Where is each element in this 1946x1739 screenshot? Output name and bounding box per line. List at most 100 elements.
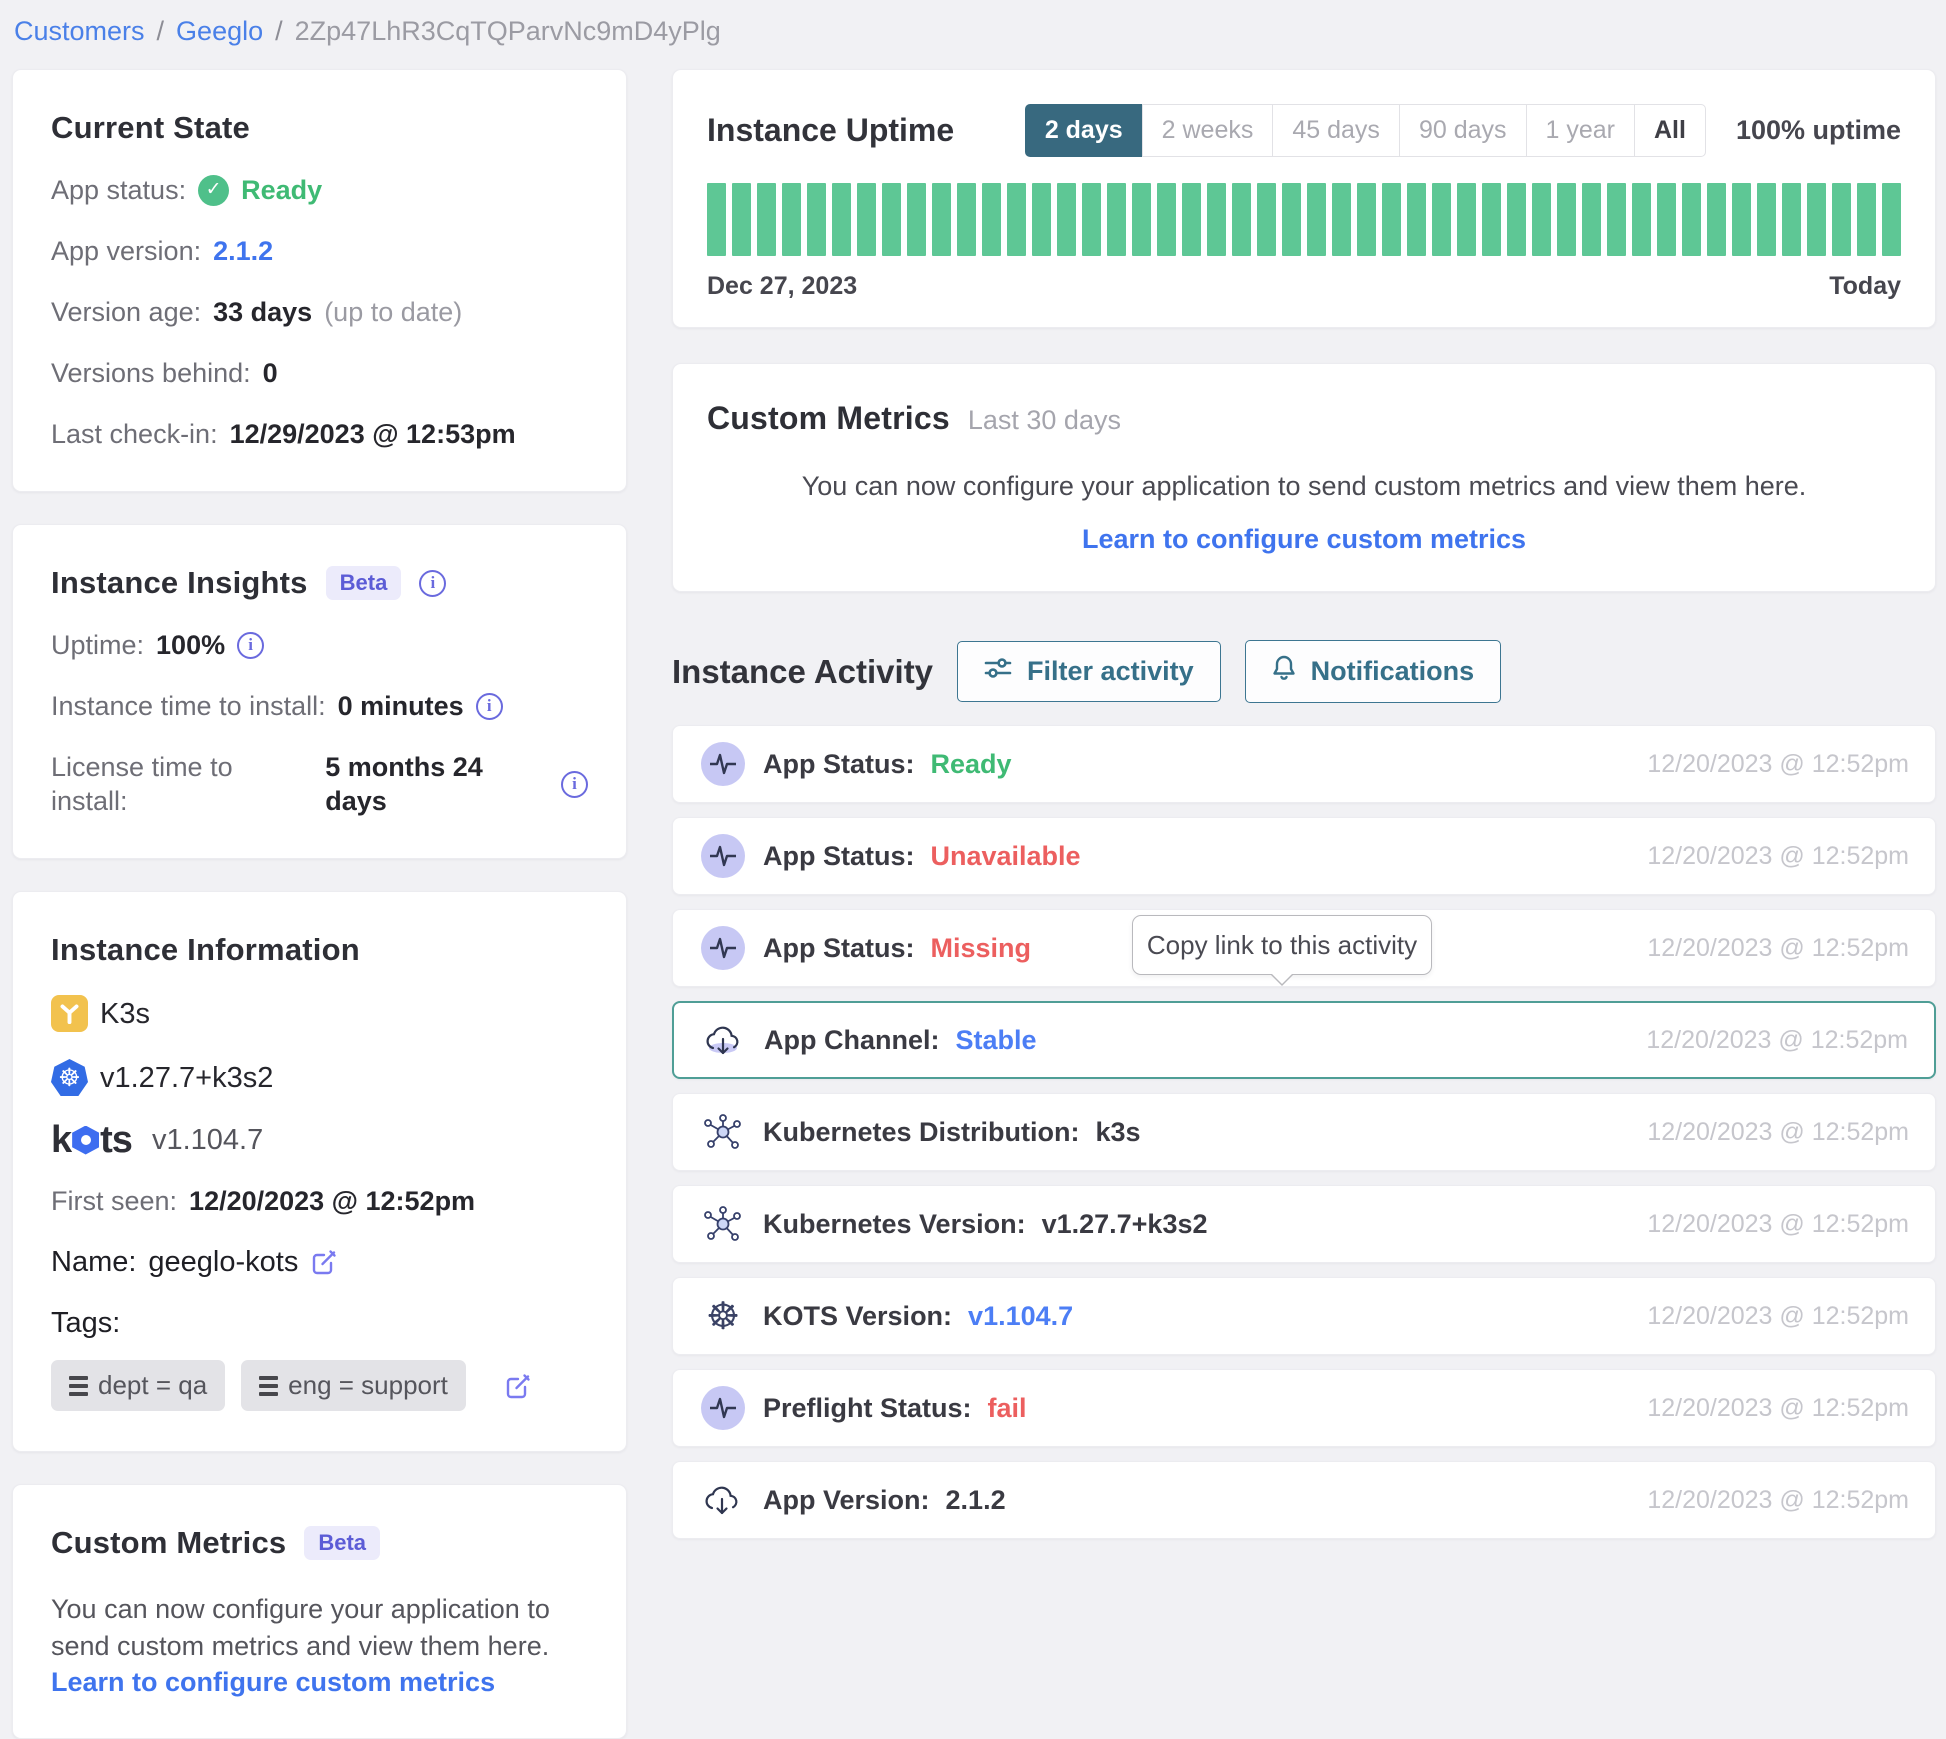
uptime-bar [1882,183,1901,256]
activity-row-kots-version[interactable]: ☸ KOTS Version: v1.104.7 12/20/2023 @ 12… [672,1277,1936,1355]
configure-custom-metrics-link[interactable]: Learn to configure custom metrics [51,1667,496,1697]
uptime-bar [1357,183,1376,256]
uptime-bar [1432,183,1451,256]
k3s-icon [51,995,88,1032]
uptime-bar [1632,183,1651,256]
uptime-summary: 100% uptime [1735,115,1901,145]
app-status-line: App status: ✓ Ready [51,173,588,207]
versions-behind-value: 0 [262,358,278,388]
custom-metrics-period: Last 30 days [967,405,1121,435]
activity-row-kubernetes-distribution[interactable]: Kubernetes Distribution: k3s 12/20/2023 … [672,1093,1936,1171]
activity-timestamp: 12/20/2023 @ 12:52pm [1647,1209,1909,1238]
version-age-line: Version age: 33 days (up to date) [51,295,588,329]
beta-badge: Beta [304,1526,381,1560]
instance-uptime-title: Instance Uptime [707,112,955,148]
uptime-bar [1057,183,1076,256]
uptime-bar [1157,183,1176,256]
uptime-bar [1757,183,1776,256]
configure-custom-metrics-link[interactable]: Learn to configure custom metrics [1081,524,1527,554]
versions-behind-line: Versions behind: 0 [51,356,588,390]
tag-icon [259,1375,279,1396]
cloud-download-icon [699,1482,747,1518]
uptime-bar [857,183,876,256]
left-column: Current State App status: ✓ Ready App ve… [12,69,627,1739]
activity-timestamp: 12/20/2023 @ 12:52pm [1647,1301,1909,1330]
kots-version-value: v1.104.7 [151,1124,264,1156]
range-tab-1-year[interactable]: 1 year [1525,104,1635,157]
uptime-start-label: Dec 27, 2023 [707,272,858,300]
activity-row-kubernetes-version[interactable]: Kubernetes Version: v1.27.7+k3s2 12/20/2… [672,1185,1936,1263]
range-tab-45-days[interactable]: 45 days [1272,104,1400,157]
uptime-bar [882,183,901,256]
tags-line: Tags: [51,1306,588,1340]
activity-timestamp: 12/20/2023 @ 12:52pm [1647,1117,1909,1146]
range-tab-2-weeks[interactable]: 2 weeks [1141,104,1274,157]
app-version-line: App version: 2.1.2 [51,234,588,268]
custom-metrics-panel: Custom Metrics Last 30 days You can now … [672,363,1936,592]
uptime-line: Uptime: 100% i [51,628,588,662]
kots-version-line: k ts v1.104.7 [51,1121,588,1159]
info-icon[interactable]: i [561,770,588,798]
filter-activity-button[interactable]: Filter activity [957,641,1221,702]
license-time-to-install-label: License time to install: [51,752,233,816]
uptime-bar [1707,183,1726,256]
edit-name-icon[interactable] [310,1248,338,1276]
uptime-bar [1307,183,1326,256]
activity-label: Kubernetes Distribution: [763,1116,1080,1147]
kubernetes-icon: ☸ [51,1059,88,1096]
activity-row-app-status-ready[interactable]: App Status: Ready 12/20/2023 @ 12:52pm [672,725,1936,803]
activity-row-app-version[interactable]: App Version: 2.1.2 12/20/2023 @ 12:52pm [672,1461,1936,1539]
activity-value[interactable]: Stable [955,1024,1037,1055]
last-checkin-label: Last check-in: [51,419,218,449]
range-tab-90-days[interactable]: 90 days [1398,104,1527,157]
breadcrumb-customers-link[interactable]: Customers [14,16,145,46]
activity-row-app-channel[interactable]: App Channel: Stable 12/20/2023 @ 12:52pm [672,1001,1936,1079]
tags-row: dept = qa eng = support [51,1360,588,1411]
pulse-icon [699,742,747,786]
current-state-title: Current State [51,110,250,145]
uptime-range-control: 2 days 2 weeks 45 days 90 days 1 year Al… [1024,104,1706,157]
sliders-icon [984,655,1012,688]
tags-label: Tags: [51,1307,121,1339]
custom-metrics-panel-text: You can now configure your application t… [801,471,1807,501]
activity-row-preflight-status[interactable]: Preflight Status: fail 12/20/2023 @ 12:5… [672,1369,1936,1447]
uptime-bar [1257,183,1276,256]
tag-icon [69,1375,88,1396]
uptime-bar [1007,183,1026,256]
activity-value[interactable]: v1.104.7 [968,1300,1074,1331]
kubernetes-nodes-icon [699,1112,747,1152]
uptime-bar [1532,183,1551,256]
last-checkin-value: 12/29/2023 @ 12:53pm [229,419,516,449]
edit-tags-icon[interactable] [504,1372,532,1400]
version-age-label: Version age: [51,297,202,327]
range-tab-2-days[interactable]: 2 days [1024,104,1143,157]
uptime-bar [1732,183,1751,256]
uptime-bar [1032,183,1051,256]
activity-value: fail [987,1392,1027,1423]
activity-timestamp: 12/20/2023 @ 12:52pm [1647,749,1909,778]
uptime-bar [1107,183,1126,256]
instance-uptime-card: Instance Uptime 2 days 2 weeks 45 days 9… [672,69,1936,328]
uptime-bar [1457,183,1476,256]
app-status-value: Ready [241,175,323,205]
info-icon[interactable]: i [475,692,503,720]
copy-link-tooltip: Copy link to this activity [1132,915,1432,986]
range-tab-all[interactable]: All [1633,104,1706,157]
tag-label: eng = support [288,1370,448,1400]
instance-name-value: geeglo-kots [148,1246,299,1278]
breadcrumb-customer-link[interactable]: Geeglo [176,16,264,46]
notifications-button[interactable]: Notifications [1244,640,1502,703]
activity-timestamp: 12/20/2023 @ 12:52pm [1646,1025,1908,1054]
uptime-bar [1407,183,1426,256]
info-icon[interactable]: i [419,569,447,597]
info-icon[interactable]: i [237,631,265,659]
activity-row-app-status-unavailable[interactable]: App Status: Unavailable 12/20/2023 @ 12:… [672,817,1936,895]
uptime-bar [1082,183,1101,256]
uptime-bar [1582,183,1601,256]
helm-wheel-icon: ☸ [705,1294,741,1338]
app-version-link[interactable]: 2.1.2 [213,236,274,266]
uptime-bar [1232,183,1251,256]
uptime-bar [1857,183,1876,256]
activity-value: Unavailable [930,840,1081,871]
